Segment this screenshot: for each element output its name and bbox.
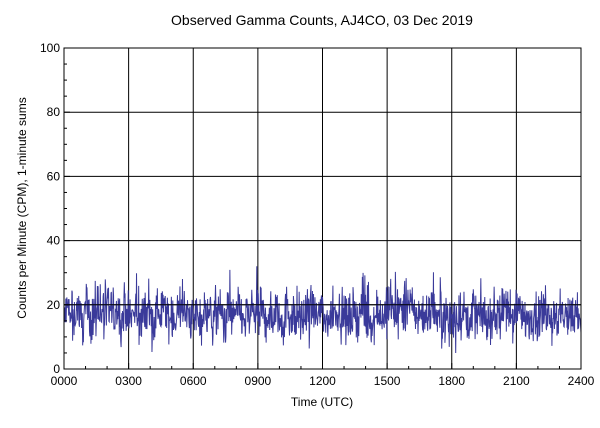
x-tick-label: 1200 bbox=[309, 374, 336, 388]
x-axis-label: Time (UTC) bbox=[291, 395, 353, 409]
axis-ticks bbox=[63, 47, 582, 370]
x-tick-label: 0000 bbox=[51, 374, 78, 388]
y-axis-label: Counts per Minute (CPM), 1-minute sums bbox=[15, 97, 29, 318]
series-line bbox=[63, 266, 582, 353]
x-tick-label: 2400 bbox=[568, 374, 595, 388]
x-tick-label: 2100 bbox=[503, 374, 530, 388]
y-tick-label: 60 bbox=[47, 169, 61, 183]
y-tick-label: 40 bbox=[47, 234, 61, 248]
y-tick-label: 0 bbox=[53, 362, 60, 376]
x-tick-labels: 0000 0300 0600 0900 1200 1500 1800 2100 2400 bbox=[51, 374, 595, 388]
x-tick-label: 0600 bbox=[180, 374, 207, 388]
y-tick-label: 100 bbox=[40, 41, 60, 55]
chart-title: Observed Gamma Counts, AJ4CO, 03 Dec 201… bbox=[171, 12, 473, 28]
grid bbox=[64, 48, 581, 369]
x-tick-label: 1800 bbox=[438, 374, 465, 388]
x-tick-label: 0900 bbox=[245, 374, 272, 388]
y-tick-labels: 0 20 40 60 80 100 bbox=[40, 41, 60, 376]
y-tick-label: 20 bbox=[47, 298, 61, 312]
y-tick-label: 80 bbox=[47, 105, 61, 119]
x-tick-label: 0300 bbox=[115, 374, 142, 388]
x-tick-label: 1500 bbox=[374, 374, 401, 388]
